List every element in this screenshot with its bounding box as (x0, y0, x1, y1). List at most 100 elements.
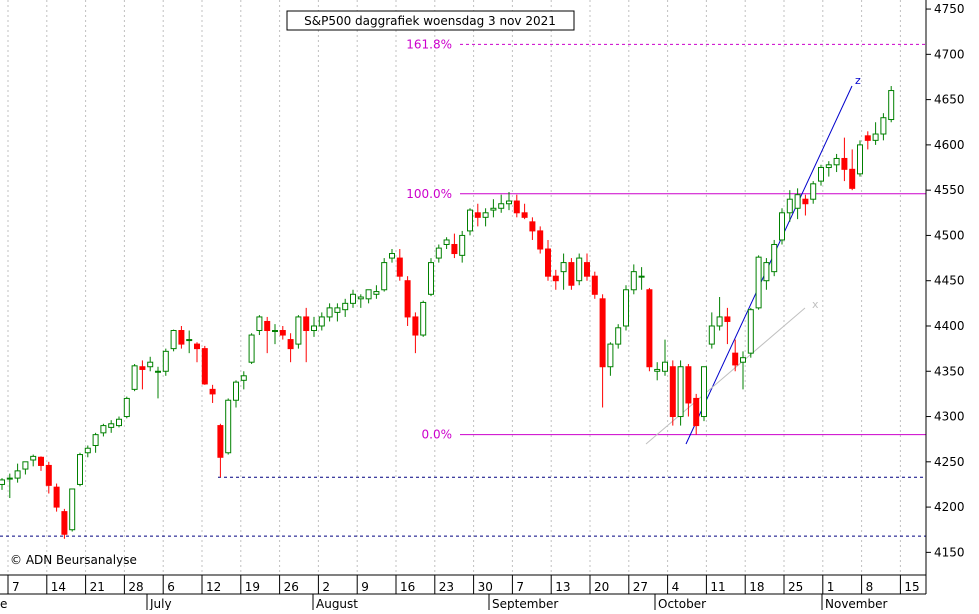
candle-body (786, 198, 793, 214)
candle (576, 253, 583, 286)
candle-body (201, 348, 208, 385)
candle (326, 303, 333, 322)
candle (201, 345, 208, 385)
candle-body (373, 291, 380, 295)
candle (880, 113, 887, 141)
candle-body (623, 289, 629, 327)
candle-body (771, 243, 778, 273)
candle (755, 255, 762, 310)
candle (825, 161, 832, 177)
x-tick-label: 20 (594, 580, 609, 594)
candle-body (443, 239, 450, 245)
chart-title-group: S&P500 daggrafiek woensdag 3 nov 2021 (286, 10, 575, 31)
x-tick-label: 7 (12, 580, 20, 594)
candle-body (217, 425, 224, 458)
candle (186, 330, 193, 354)
candle (716, 297, 723, 331)
candle-body (155, 370, 161, 373)
x-month-label: August (316, 597, 358, 610)
candle-body (724, 316, 731, 322)
candle (669, 360, 676, 426)
candle (412, 312, 419, 354)
y-tick-label: 4250 (934, 455, 965, 469)
y-tick-label: 4400 (934, 319, 965, 333)
candle (591, 271, 598, 299)
x-tick-label: 25 (788, 580, 803, 594)
x-tick-label: 2 (322, 580, 330, 594)
y-tick-label: 4500 (934, 228, 965, 242)
candle-body (272, 330, 278, 333)
candle (451, 233, 458, 259)
candle (662, 339, 668, 376)
candle (685, 364, 692, 417)
candle-body (248, 334, 255, 363)
candle-body (287, 339, 294, 350)
candle-body (139, 366, 146, 370)
y-tick-label: 4550 (934, 183, 965, 197)
copyright-label: © ADN Beursanalyse (10, 553, 137, 567)
candle (513, 194, 520, 218)
candle (248, 333, 255, 365)
candle-body (825, 164, 832, 169)
candle (342, 298, 349, 317)
x-tick-label: 8 (866, 580, 874, 594)
x-tick-label: 26 (284, 580, 299, 594)
candle (264, 316, 271, 354)
candle-body (365, 289, 372, 300)
candle (872, 122, 879, 145)
fib-level-label: 0.0% (422, 428, 453, 442)
candle-body (256, 316, 263, 332)
candle (545, 239, 551, 281)
candle-body (396, 257, 403, 277)
candle-body (412, 316, 419, 336)
y-tick-label: 4600 (934, 138, 965, 152)
candle-body (498, 203, 505, 209)
candle-body (303, 316, 310, 332)
candle (615, 324, 622, 349)
candle-body (178, 330, 185, 345)
candle (14, 463, 21, 483)
x-tick-label: 18 (749, 580, 764, 594)
candle-body (0, 479, 5, 485)
candle-body (389, 253, 395, 259)
candle-body (732, 352, 739, 366)
x-tick-label: 28 (128, 580, 143, 594)
candle (194, 342, 200, 363)
candle (53, 483, 60, 512)
x-tick-label: 23 (439, 580, 454, 594)
x-tick-label: 13 (555, 580, 570, 594)
candle (701, 366, 707, 422)
candle (147, 356, 154, 372)
candle (272, 324, 278, 345)
candle-body (435, 247, 442, 259)
candle-body (92, 434, 99, 447)
candle-body (474, 212, 481, 218)
x-tick-label: 14 (51, 580, 66, 594)
candle-body (311, 325, 317, 332)
minor-trend-label: x (812, 298, 819, 311)
y-tick-label: 4300 (934, 410, 965, 424)
candle (6, 473, 13, 499)
candle (92, 432, 99, 453)
candle (529, 217, 536, 240)
candle (61, 508, 68, 539)
candle-body (38, 456, 44, 466)
candle-body (357, 296, 364, 300)
candle (864, 131, 871, 150)
candle (318, 312, 325, 331)
candle (708, 312, 715, 349)
candle-body (14, 470, 21, 479)
candle (389, 249, 395, 263)
candle (654, 362, 661, 381)
candle (170, 329, 177, 352)
candle (443, 237, 450, 250)
candle (279, 325, 286, 340)
candle-body (45, 464, 52, 486)
fib-level-label: 100.0% (406, 187, 452, 201)
candle-body (849, 168, 856, 189)
candle-body (599, 298, 606, 368)
candle-body (77, 454, 83, 485)
candle-body (53, 486, 60, 508)
candle-body (716, 316, 723, 327)
